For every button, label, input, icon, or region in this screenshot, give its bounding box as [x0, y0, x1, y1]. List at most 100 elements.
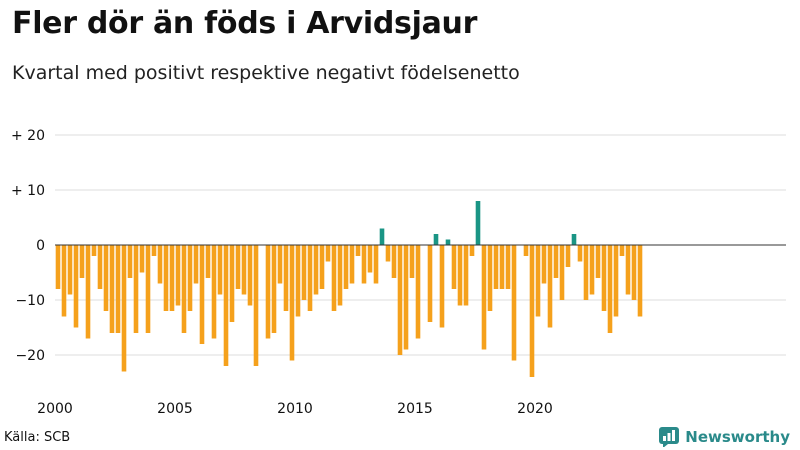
- bar: [301, 245, 307, 300]
- bar: [343, 245, 349, 289]
- bar: [577, 245, 583, 262]
- bar: [109, 245, 115, 333]
- bar: [493, 245, 499, 289]
- bar: [511, 245, 517, 361]
- bar: [205, 245, 211, 278]
- bar: [385, 245, 391, 262]
- bar: [553, 245, 559, 278]
- bar: [445, 239, 451, 245]
- brand-name: Newsworthy: [685, 428, 790, 446]
- bar: [613, 245, 619, 317]
- bar: [337, 245, 343, 306]
- x-tick-label: 2015: [397, 401, 433, 417]
- bar: [637, 245, 643, 317]
- bar: [505, 245, 511, 289]
- bar: [271, 245, 277, 333]
- bar: [439, 245, 445, 328]
- y-tick-label: 0: [36, 238, 45, 254]
- bar: [97, 245, 103, 289]
- bar: [631, 245, 637, 300]
- y-tick-label: −20: [15, 348, 45, 364]
- bar: [169, 245, 175, 311]
- bar: [181, 245, 187, 333]
- x-tick-label: 2010: [277, 401, 313, 417]
- bar: [499, 245, 505, 289]
- bar: [583, 245, 589, 300]
- bar: [91, 245, 97, 256]
- bar: [487, 245, 493, 311]
- bar: [415, 245, 421, 339]
- bar: [541, 245, 547, 284]
- bar: [67, 245, 73, 295]
- bar: [565, 245, 571, 267]
- bar: [145, 245, 151, 333]
- bar: [283, 245, 289, 311]
- bar: [451, 245, 457, 289]
- y-tick-label: + 20: [11, 128, 45, 144]
- bar: [151, 245, 157, 256]
- bar: [139, 245, 145, 273]
- source-note: Källa: SCB: [4, 430, 71, 445]
- bar: [325, 245, 331, 262]
- bar: [229, 245, 235, 322]
- bar: [433, 234, 439, 245]
- bar: [355, 245, 361, 256]
- bar: [241, 245, 247, 295]
- bar: [157, 245, 163, 284]
- x-tick-label: 2000: [37, 401, 73, 417]
- bar: [115, 245, 121, 333]
- bar: [289, 245, 295, 361]
- bar: [535, 245, 541, 317]
- bar: [247, 245, 253, 306]
- bar: [79, 245, 85, 278]
- bar: [529, 245, 535, 377]
- bar: [391, 245, 397, 278]
- bar: [277, 245, 283, 284]
- y-tick-label: + 10: [11, 183, 45, 199]
- bar: [349, 245, 355, 284]
- bar: [121, 245, 127, 372]
- bar: [469, 245, 475, 256]
- newsworthy-icon: [659, 427, 680, 447]
- bar: [253, 245, 259, 366]
- bar: [217, 245, 223, 295]
- bar: [457, 245, 463, 306]
- bar: [211, 245, 217, 339]
- bar: [559, 245, 565, 300]
- bar: [619, 245, 625, 256]
- bar: [265, 245, 271, 339]
- bar: [367, 245, 373, 273]
- bar: [61, 245, 67, 317]
- bar: [175, 245, 181, 306]
- bar: [475, 201, 481, 245]
- bar: [595, 245, 601, 278]
- bar: [313, 245, 319, 295]
- brand-logo[interactable]: Newsworthy: [659, 426, 790, 448]
- bar: [193, 245, 199, 284]
- bar: [523, 245, 529, 256]
- bar: [361, 245, 367, 284]
- bar: [295, 245, 301, 317]
- bar: [589, 245, 595, 295]
- bar: [547, 245, 553, 328]
- chart-subtitle: Kvartal med positivt respektive negativt…: [12, 62, 520, 84]
- bar: [133, 245, 139, 333]
- bar: [397, 245, 403, 355]
- bar: [307, 245, 313, 311]
- bar: [223, 245, 229, 366]
- bar: [187, 245, 193, 311]
- bar: [331, 245, 337, 311]
- bar: [85, 245, 91, 339]
- bar: [319, 245, 325, 289]
- bar: [625, 245, 631, 295]
- bar: [571, 234, 577, 245]
- bar: [103, 245, 109, 311]
- bar: [607, 245, 613, 333]
- x-tick-label: 2005: [157, 401, 193, 417]
- bar: [73, 245, 79, 328]
- bar: [235, 245, 241, 289]
- bar: [379, 228, 385, 245]
- bar: [481, 245, 487, 350]
- bar: [463, 245, 469, 306]
